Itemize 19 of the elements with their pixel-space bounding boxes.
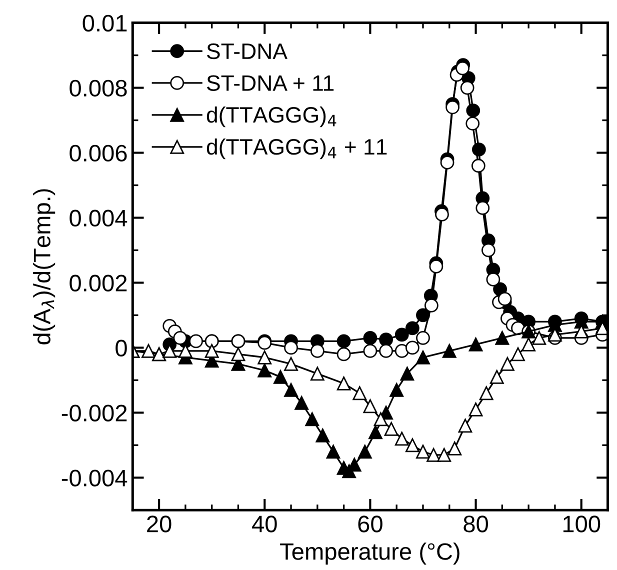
y-tick-label: -0.002 — [62, 404, 127, 422]
x-axis-title: Temperature (°C) — [280, 542, 460, 565]
legend-label: d(TTAGGG)$_{4}$ + 11 — [206, 138, 387, 160]
legend-label: ST-DNA — [207, 43, 288, 60]
legend-label: ST-DNA + 11 — [207, 75, 334, 91]
y-tick-label: 0 — [116, 340, 127, 356]
x-tick-label: 60 — [358, 516, 382, 532]
y-tick-label: 0.004 — [70, 210, 128, 227]
x-tick-label: 40 — [252, 516, 277, 532]
y-tick-label: 0.006 — [70, 144, 127, 162]
y-tick-label: -0.004 — [62, 470, 128, 486]
legend-label: d(TTAGGG)$_{4}$ — [206, 106, 336, 128]
y-axis-title: d(A$_{λ}$)/d(Temp.) — [33, 189, 56, 344]
y-tick-label: 0.01 — [82, 14, 127, 32]
x-tick-label: 20 — [147, 516, 172, 532]
y-tick-label: 0.002 — [70, 274, 127, 292]
y-tick-label: 0.008 — [70, 80, 127, 97]
x-tick-label: 80 — [464, 516, 488, 532]
x-tick-label: 100 — [563, 516, 600, 532]
